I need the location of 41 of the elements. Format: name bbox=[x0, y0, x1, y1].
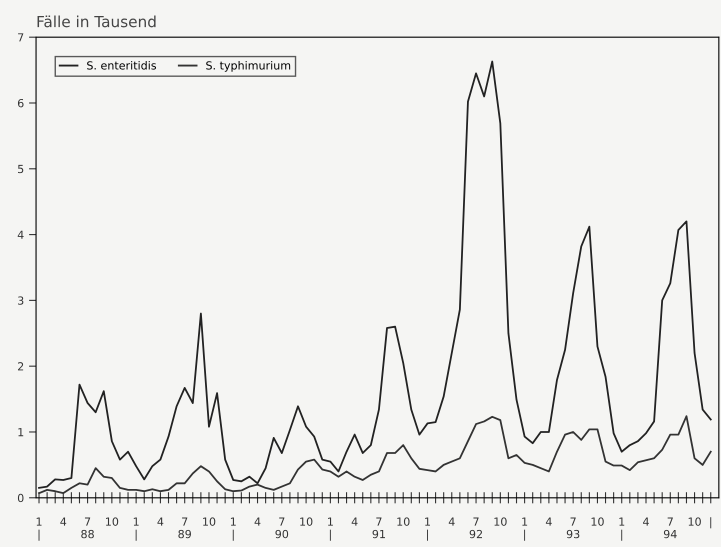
x-tick-label: 7 93 bbox=[566, 518, 580, 538]
x-tick-label: 10 bbox=[688, 517, 701, 526]
y-tick-label: 7 bbox=[18, 33, 24, 42]
x-tick-label: 4 bbox=[643, 518, 649, 526]
legend-label: S. typhimurium bbox=[206, 61, 290, 72]
x-tick-label: 4 bbox=[60, 518, 66, 526]
y-tick-label: 2 bbox=[18, 362, 24, 370]
x-tick-label: 1 | bbox=[522, 518, 528, 541]
y-tick-label: 1 bbox=[18, 428, 24, 436]
x-tick-label: 1 | bbox=[230, 518, 236, 541]
x-tick-label: 10 bbox=[592, 517, 604, 526]
x-tick-label: 4 bbox=[157, 518, 164, 526]
y-axis-title: Fälle in Tausend bbox=[38, 16, 156, 28]
x-tick-label: 10 bbox=[494, 517, 507, 526]
line-series bbox=[38, 60, 712, 489]
x-tick-label: 1 | bbox=[425, 518, 430, 541]
legend-label: S. enteritidis bbox=[87, 61, 156, 70]
x-tick-label: 10 bbox=[397, 517, 410, 526]
x-tick-label: 7 94 bbox=[664, 518, 677, 538]
x-tick-label: 10 bbox=[203, 517, 216, 526]
x-tick-label: | bbox=[710, 517, 712, 528]
x-tick-label: 1 | bbox=[36, 518, 42, 541]
x-tick-label: 4 bbox=[546, 518, 552, 526]
x-tick-label: 7 90 bbox=[275, 518, 288, 538]
x-tick-label: 4 bbox=[254, 518, 260, 526]
x-tick-label: 7 89 bbox=[178, 518, 191, 538]
x-tick-label: 4 bbox=[448, 518, 455, 526]
y-tick-label: 4 bbox=[18, 230, 24, 239]
x-tick-label: 7 91 bbox=[372, 518, 385, 538]
x-tick-label: 4 bbox=[352, 518, 358, 526]
x-tick-label: 1 | bbox=[134, 518, 139, 541]
x-tick-label: 7 88 bbox=[81, 518, 94, 538]
y-tick-label: 3 bbox=[18, 296, 24, 305]
x-tick-label: 1 | bbox=[619, 518, 624, 541]
y-tick-label: 5 bbox=[18, 164, 24, 174]
x-tick-label: 10 bbox=[106, 517, 118, 526]
y-tick-label: 6 bbox=[18, 98, 24, 108]
x-tick-label: 1 | bbox=[328, 518, 333, 541]
y-tick-label: 0 bbox=[18, 494, 24, 502]
x-tick-label: 7 92 bbox=[470, 518, 482, 538]
x-tick-label: 10 bbox=[300, 517, 312, 526]
